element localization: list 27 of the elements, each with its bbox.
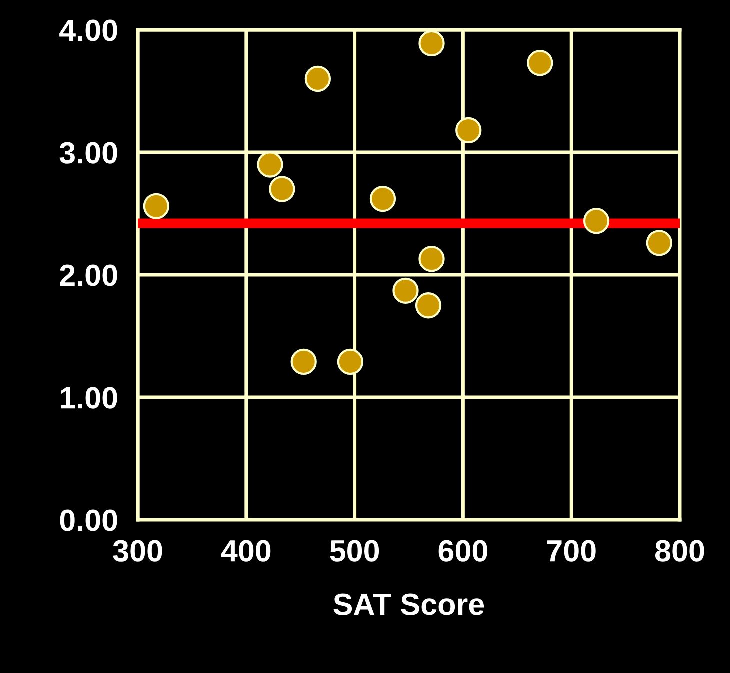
point [418, 246, 445, 272]
y-tick-label: 1.00 [61, 387, 118, 409]
point [583, 208, 610, 234]
point [290, 348, 317, 376]
point [418, 30, 445, 57]
x-axis-title: SAT Score [334, 594, 484, 616]
point [527, 50, 554, 76]
point [392, 278, 419, 304]
point [456, 117, 482, 144]
point [143, 193, 170, 220]
y-tick-label: 4.00 [60, 20, 118, 42]
point [370, 186, 396, 212]
point [304, 66, 332, 92]
x-tick-label: 700 [547, 540, 596, 562]
point [257, 152, 284, 178]
point [269, 176, 296, 202]
point [646, 230, 672, 256]
x-tick-label: 800 [655, 540, 704, 562]
x-tick-label: 300 [113, 540, 162, 562]
y-tick-label: 0.00 [60, 510, 118, 532]
point [415, 292, 442, 319]
x-tick-label: 400 [221, 540, 271, 562]
point [337, 348, 364, 376]
x-tick-label: 600 [438, 540, 488, 562]
x-tick-label: 500 [330, 540, 380, 562]
y-tick-label: 3.00 [60, 142, 118, 164]
y-tick-label: 2.00 [60, 264, 118, 286]
